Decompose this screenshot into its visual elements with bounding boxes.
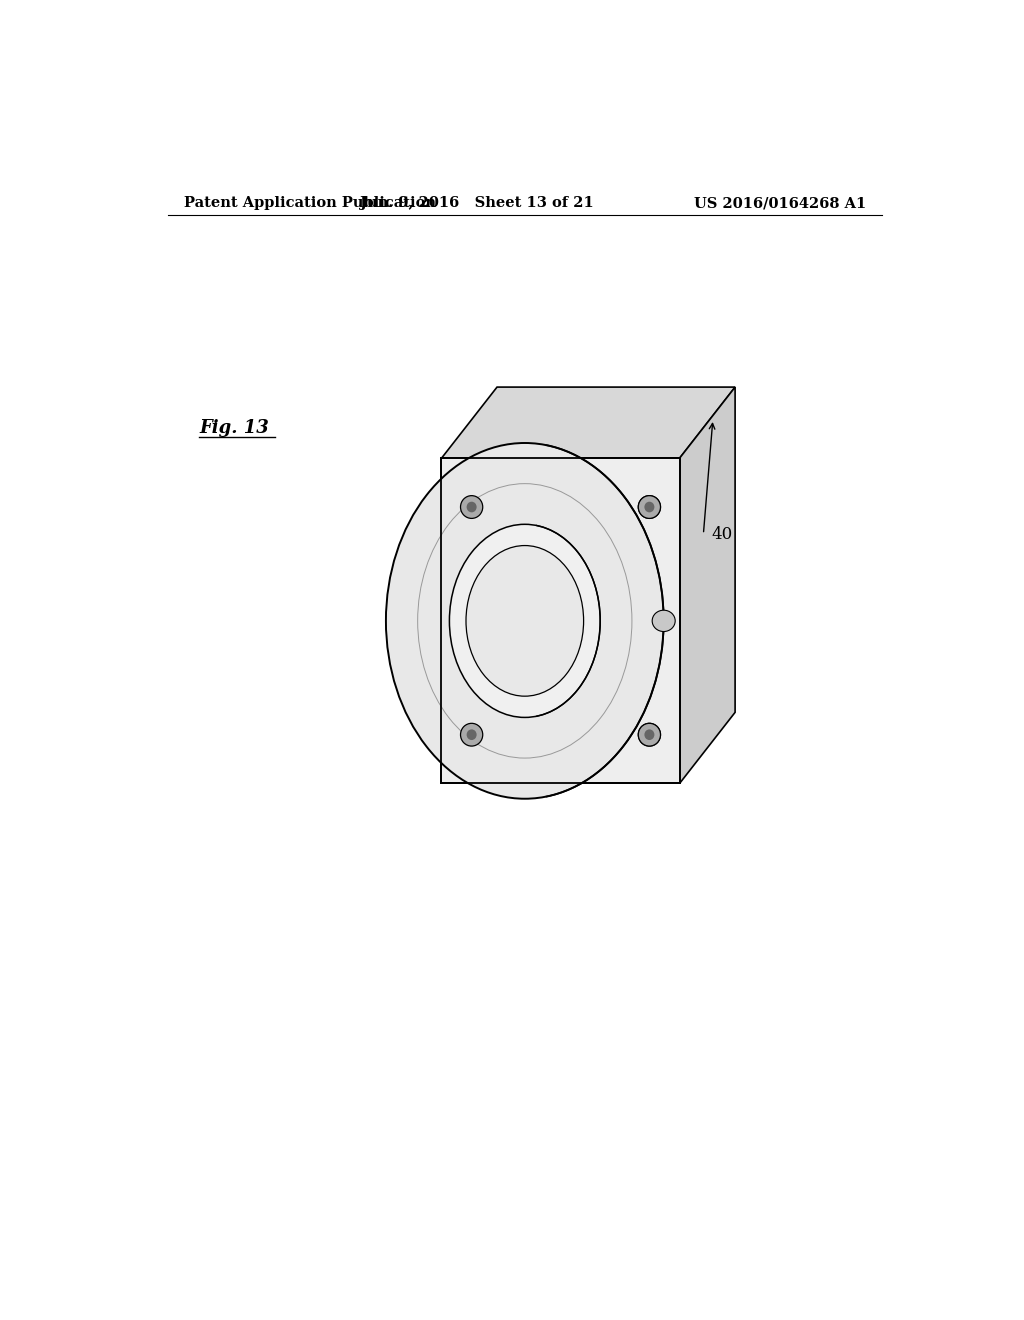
Ellipse shape bbox=[467, 502, 476, 512]
Ellipse shape bbox=[461, 723, 482, 746]
Ellipse shape bbox=[644, 502, 654, 512]
Ellipse shape bbox=[467, 730, 476, 741]
Polygon shape bbox=[537, 482, 655, 717]
Circle shape bbox=[450, 524, 600, 718]
Polygon shape bbox=[441, 458, 680, 784]
Circle shape bbox=[386, 444, 664, 799]
Ellipse shape bbox=[461, 723, 482, 746]
Polygon shape bbox=[680, 387, 735, 784]
Text: US 2016/0164268 A1: US 2016/0164268 A1 bbox=[694, 197, 866, 210]
Text: Jun. 9, 2016   Sheet 13 of 21: Jun. 9, 2016 Sheet 13 of 21 bbox=[360, 197, 594, 210]
Ellipse shape bbox=[644, 730, 654, 741]
Ellipse shape bbox=[467, 730, 476, 741]
Ellipse shape bbox=[638, 723, 660, 746]
Polygon shape bbox=[441, 387, 735, 458]
Polygon shape bbox=[547, 400, 719, 796]
Ellipse shape bbox=[461, 495, 482, 519]
Ellipse shape bbox=[638, 723, 660, 746]
Text: Patent Application Publication: Patent Application Publication bbox=[183, 197, 435, 210]
Ellipse shape bbox=[638, 495, 660, 519]
Ellipse shape bbox=[644, 502, 654, 512]
Ellipse shape bbox=[638, 495, 660, 519]
Ellipse shape bbox=[461, 495, 482, 519]
Text: 40: 40 bbox=[712, 525, 732, 543]
Ellipse shape bbox=[644, 730, 654, 741]
Text: Fig. 13: Fig. 13 bbox=[200, 418, 269, 437]
Ellipse shape bbox=[467, 502, 476, 512]
Ellipse shape bbox=[652, 610, 675, 631]
Circle shape bbox=[466, 545, 584, 696]
